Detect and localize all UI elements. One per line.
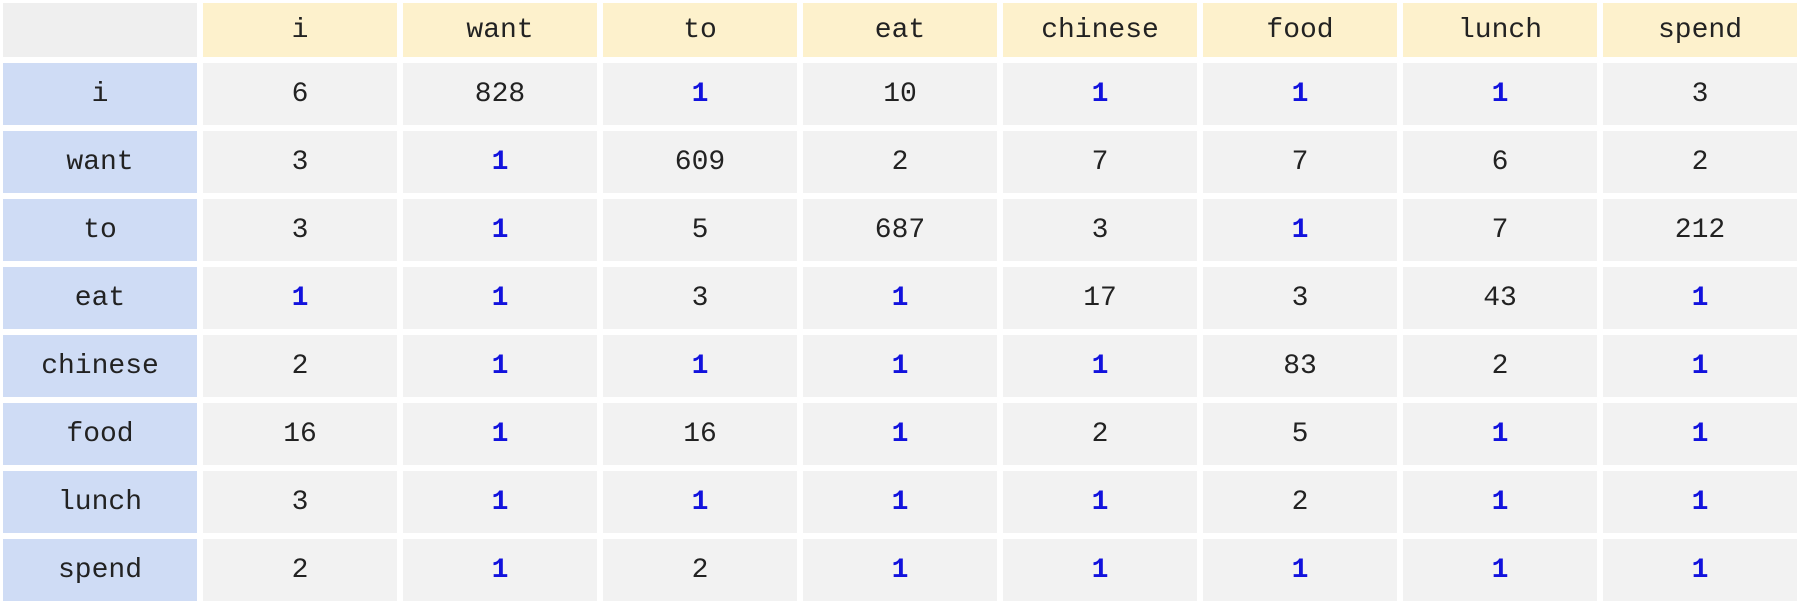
table-cell: 2 [200, 332, 400, 400]
column-header: want [400, 0, 600, 60]
table-cell: 1 [1200, 60, 1400, 128]
row-header: chinese [0, 332, 200, 400]
table-cell: 3 [600, 264, 800, 332]
table-cell: 16 [200, 400, 400, 468]
table-cell: 2 [800, 128, 1000, 196]
table-cell: 1 [800, 264, 1000, 332]
column-header: chinese [1000, 0, 1200, 60]
table-cell: 1 [1400, 60, 1600, 128]
table-cell: 7 [1400, 196, 1600, 264]
table-cell: 1 [1000, 60, 1200, 128]
column-header: food [1200, 0, 1400, 60]
table-cell: 1 [600, 332, 800, 400]
table-cell: 10 [800, 60, 1000, 128]
table-cell: 7 [1200, 128, 1400, 196]
table-cell: 6 [1400, 128, 1600, 196]
table-cell: 1 [1400, 400, 1600, 468]
column-header: spend [1600, 0, 1800, 60]
corner-cell [0, 0, 200, 60]
table-cell: 1 [800, 332, 1000, 400]
row-header: spend [0, 536, 200, 604]
table-cell: 3 [1000, 196, 1200, 264]
table-cell: 1 [1600, 264, 1800, 332]
table-cell: 6 [200, 60, 400, 128]
table-cell: 1 [1400, 468, 1600, 536]
table-cell: 1 [400, 332, 600, 400]
table-cell: 3 [1200, 264, 1400, 332]
row-header: want [0, 128, 200, 196]
table-cell: 3 [200, 128, 400, 196]
table-cell: 5 [600, 196, 800, 264]
row-header: lunch [0, 468, 200, 536]
row-header: eat [0, 264, 200, 332]
table-cell: 1 [1600, 536, 1800, 604]
table-cell: 1 [600, 468, 800, 536]
row-header: i [0, 60, 200, 128]
table-cell: 1 [800, 400, 1000, 468]
table-cell: 1 [1000, 332, 1200, 400]
table-cell: 7 [1000, 128, 1200, 196]
table-cell: 43 [1400, 264, 1600, 332]
table-cell: 1 [1200, 536, 1400, 604]
table-cell: 687 [800, 196, 1000, 264]
table-cell: 1 [400, 536, 600, 604]
table-cell: 1 [400, 468, 600, 536]
column-header: eat [800, 0, 1000, 60]
column-header: lunch [1400, 0, 1600, 60]
table-cell: 1 [400, 264, 600, 332]
table-cell: 1 [400, 400, 600, 468]
column-header: to [600, 0, 800, 60]
table-cell: 2 [200, 536, 400, 604]
table-cell: 1 [400, 128, 600, 196]
table-cell: 1 [200, 264, 400, 332]
table-cell: 1 [400, 196, 600, 264]
table-cell: 5 [1200, 400, 1400, 468]
table-cell: 1 [800, 536, 1000, 604]
table-cell: 1 [1400, 536, 1600, 604]
table-cell: 2 [1600, 128, 1800, 196]
column-header: i [200, 0, 400, 60]
table-cell: 212 [1600, 196, 1800, 264]
table-cell: 17 [1000, 264, 1200, 332]
table-cell: 3 [200, 468, 400, 536]
table-cell: 83 [1200, 332, 1400, 400]
table-cell: 2 [1000, 400, 1200, 468]
table-cell: 1 [1000, 536, 1200, 604]
row-header: food [0, 400, 200, 468]
table-cell: 1 [1600, 468, 1800, 536]
table-cell: 1 [1200, 196, 1400, 264]
table-cell: 1 [1600, 400, 1800, 468]
table-cell: 1 [800, 468, 1000, 536]
table-cell: 1 [600, 60, 800, 128]
table-cell: 1 [1000, 468, 1200, 536]
table-cell: 1 [1600, 332, 1800, 400]
table-cell: 828 [400, 60, 600, 128]
table-cell: 609 [600, 128, 800, 196]
table-cell: 2 [1400, 332, 1600, 400]
row-header: to [0, 196, 200, 264]
table-cell: 2 [600, 536, 800, 604]
table-cell: 16 [600, 400, 800, 468]
table-cell: 3 [1600, 60, 1800, 128]
table-cell: 2 [1200, 468, 1400, 536]
table-cell: 3 [200, 196, 400, 264]
